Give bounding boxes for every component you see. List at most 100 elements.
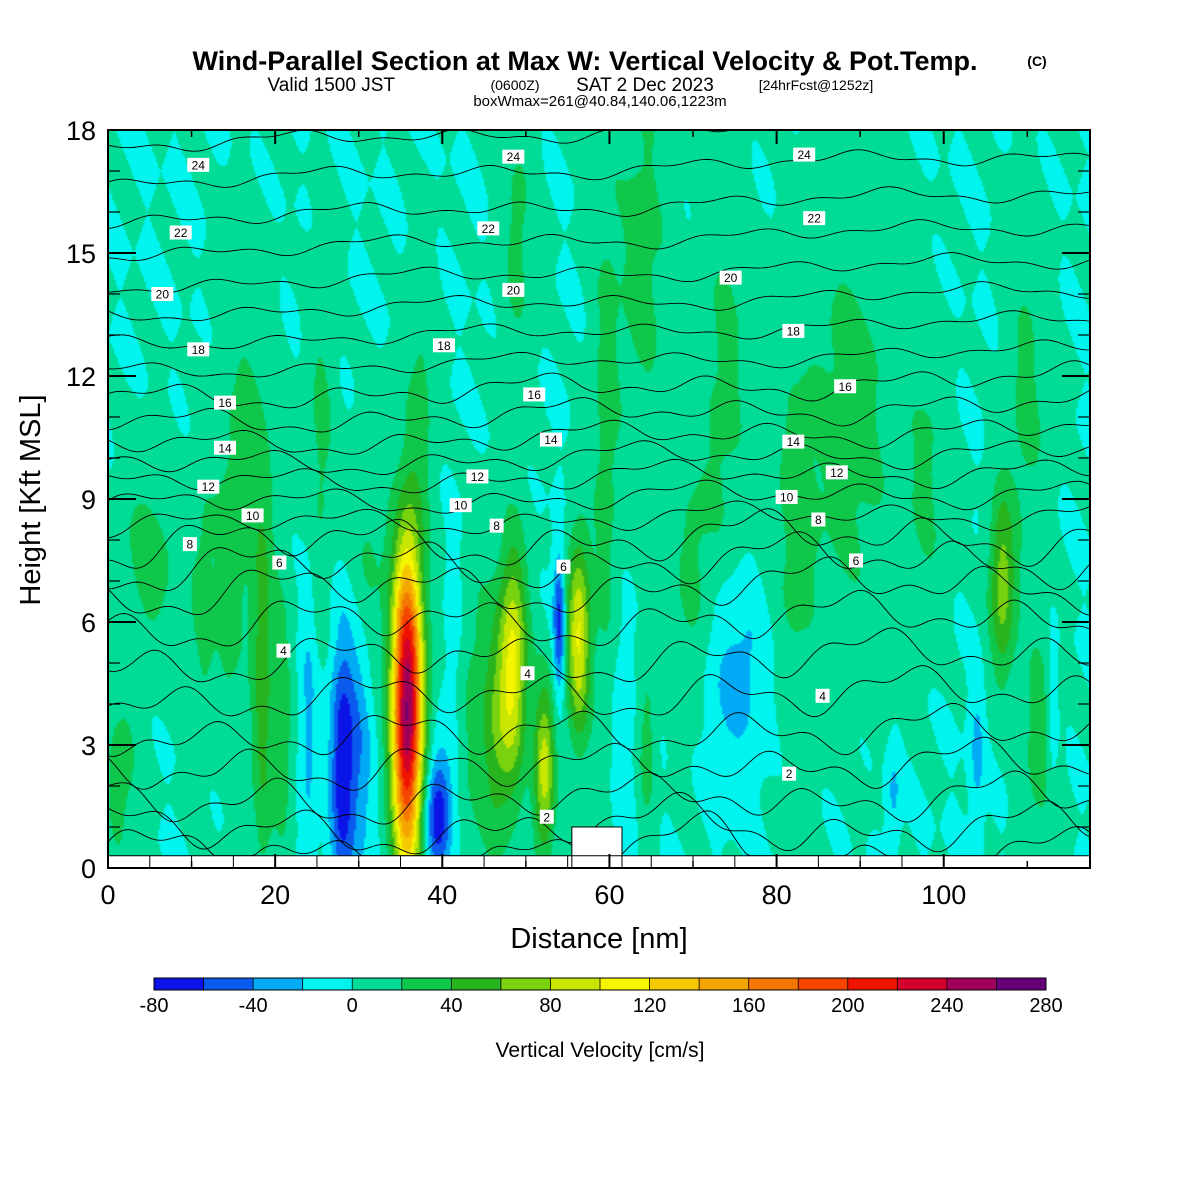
theta-label-box — [197, 479, 220, 494]
theta-contour-line — [107, 736, 1091, 791]
theta-contour-label: 12 — [825, 465, 848, 480]
theta-contour-label: 6 — [272, 555, 287, 570]
theta-contour-line — [107, 281, 1091, 322]
theta-label-box — [782, 434, 805, 449]
colorbar-swatch — [550, 978, 601, 990]
forecast-info: [24hrFcst@1252z] — [759, 77, 874, 93]
terrain-ridge — [571, 826, 623, 869]
theta-contour-line — [107, 440, 1091, 475]
y-axis-label: Height [Kft MSL] — [15, 394, 47, 605]
theta-contour-line — [107, 310, 1091, 350]
theta-label-box — [848, 553, 863, 568]
y-tick-label: 18 — [66, 116, 96, 146]
vertical-velocity-field — [108, 130, 1090, 868]
colorbar-tick-label: 200 — [831, 995, 864, 1017]
theta-label-box — [793, 147, 816, 162]
theta-contour-line — [107, 339, 1091, 378]
theta-contour-label: 12 — [197, 479, 220, 494]
theta-contour-label: 18 — [432, 338, 455, 353]
theta-label-text: 10 — [780, 490, 794, 504]
x-tick-label: 40 — [427, 880, 457, 910]
theta-contour-label: 2 — [539, 809, 554, 824]
theta-contour-line — [107, 531, 1091, 591]
box-info: boxWmax=261@40.84,140.06,1223m — [473, 93, 726, 110]
theta-label-text: 6 — [560, 560, 567, 574]
theta-label-text: 6 — [276, 556, 283, 570]
theta-contour-line — [107, 186, 1091, 229]
x-tick-labels: 0 20 40 60 80 100 — [100, 880, 966, 910]
colorbar-swatch — [154, 978, 204, 990]
theta-label-box — [151, 287, 174, 301]
theta-label-box — [466, 469, 489, 484]
colorbar-tick-label: 40 — [440, 995, 462, 1017]
theta-contour-label: 4 — [276, 643, 291, 658]
theta-label-text: 20 — [156, 288, 170, 302]
theta-contour-label: 20 — [719, 270, 742, 285]
colorbar-tick-label: 240 — [930, 995, 963, 1017]
theta-contour-label: 10 — [449, 498, 472, 513]
theta-label-box — [556, 559, 571, 574]
x-tick-label: 60 — [594, 880, 624, 910]
theta-contour-label: 24 — [793, 147, 816, 162]
theta-contour-line — [107, 149, 1091, 188]
colorbar-label: Vertical Velocity [cm/s] — [496, 1039, 705, 1062]
theta-label-box — [719, 270, 742, 285]
theta-label-text: 22 — [482, 222, 496, 236]
theta-label-text: 12 — [830, 466, 844, 480]
theta-contour-line — [107, 389, 1091, 433]
theta-label-box — [520, 666, 535, 681]
theta-contour-label: 14 — [782, 434, 805, 449]
colorbar-swatch — [401, 978, 452, 990]
theta-label-text: 10 — [246, 509, 260, 523]
theta-label-text: 8 — [187, 538, 194, 552]
theta-label-text: 12 — [202, 480, 216, 494]
colorbar-swatch — [352, 978, 403, 990]
y-tick-label: 3 — [81, 731, 96, 761]
x-axis-label: Distance [nm] — [510, 923, 687, 955]
theta-contour-line — [107, 252, 1091, 294]
colorbar-tick-labels: -80 -40 0 40 80 120 160 200 240 280 — [140, 995, 1063, 1017]
theta-contour-label: 16 — [834, 379, 857, 394]
colorbar-swatch — [946, 978, 997, 990]
y-tick-label: 12 — [66, 362, 96, 392]
theta-label-text: 14 — [544, 433, 558, 447]
theta-label-text: 4 — [280, 644, 287, 658]
theta-label-text: 14 — [218, 441, 232, 455]
colorbar-swatch — [649, 978, 700, 990]
theta-contour-line — [107, 665, 1091, 718]
theta-label-box — [523, 387, 546, 402]
theta-contour-line — [107, 360, 1091, 409]
theta-label-box — [782, 766, 797, 781]
x-tick-label: 20 — [260, 880, 290, 910]
theta-label-box — [815, 688, 830, 703]
theta-contour-line — [107, 219, 1091, 262]
theta-contour-label: 6 — [556, 559, 571, 574]
theta-contour-label: 18 — [782, 323, 805, 338]
theta-contour-label: 4 — [815, 688, 830, 703]
theta-contour-line — [107, 419, 1090, 455]
theta-label-text: 10 — [454, 499, 468, 513]
theta-contour-line — [107, 627, 1091, 683]
theta-label-box — [187, 342, 210, 357]
theta-label-box — [539, 432, 562, 447]
theta-label-box — [825, 465, 848, 480]
colorbar-swatch — [203, 978, 254, 990]
theta-contour-label: 10 — [775, 489, 798, 504]
theta-contour-line — [107, 500, 1091, 539]
colorbar-tick-label: 160 — [732, 995, 765, 1017]
colorbar-swatch — [798, 978, 849, 990]
theta-label-text: 20 — [507, 283, 521, 297]
theta-label-text: 16 — [528, 388, 542, 402]
theta-label-box — [276, 643, 291, 658]
theta-label-text: 4 — [524, 667, 531, 681]
colorbar-swatch — [847, 978, 898, 990]
theta-label-box — [811, 512, 826, 527]
theta-contour-label: 14 — [539, 432, 562, 447]
theta-label-box — [477, 221, 500, 236]
theta-contour-label: 24 — [502, 149, 525, 164]
terrain — [107, 826, 1090, 869]
theta-label-box — [782, 323, 805, 338]
theta-label-text: 24 — [192, 158, 206, 172]
theta-label-box — [775, 489, 798, 504]
